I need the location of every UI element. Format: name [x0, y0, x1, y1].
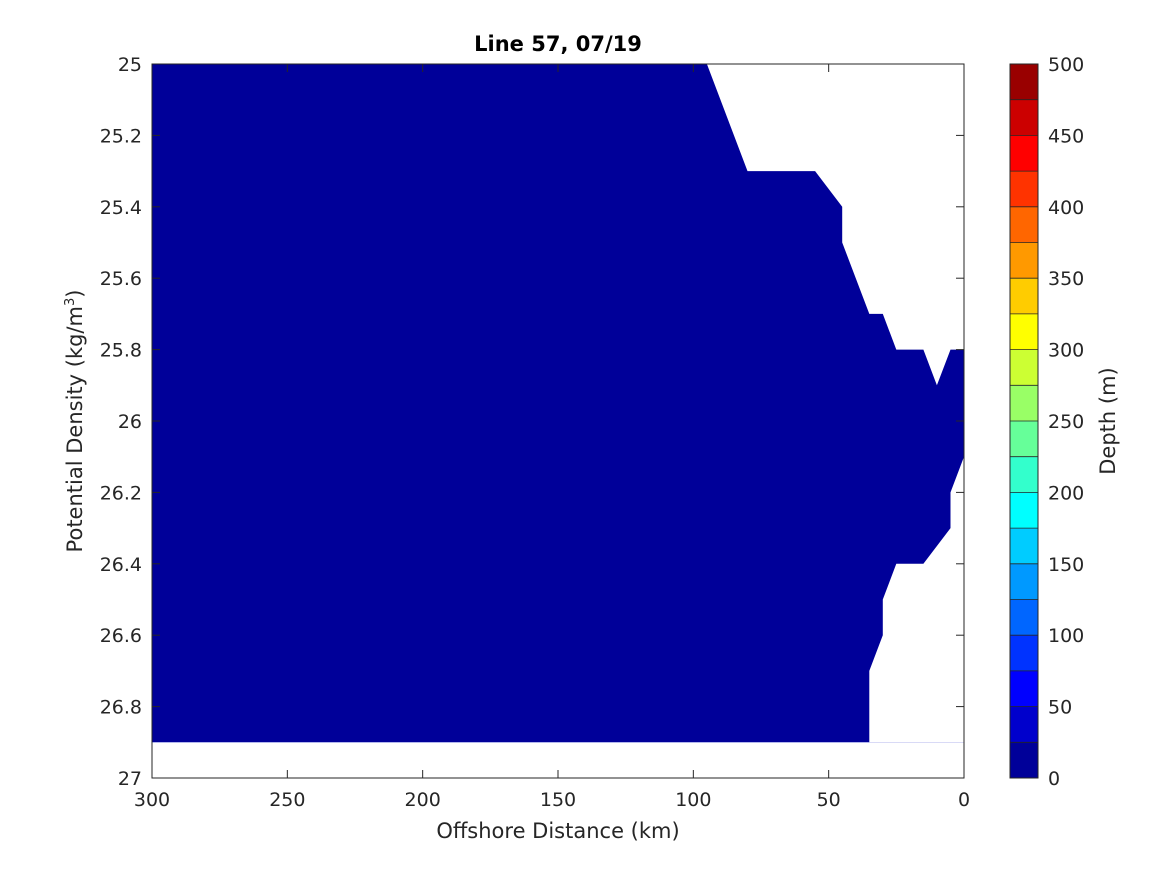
x-axis-ticks: 300 250 200 150 100 50 0 [134, 64, 970, 811]
colorbar-swatch-425 [1010, 135, 1038, 172]
colorbar-label: Depth (m) [1096, 367, 1120, 474]
colorbar-frame [1009, 63, 1039, 779]
colorbar-tick-label: 50 [1048, 697, 1072, 719]
blank-nearshore-shallow [706, 64, 964, 386]
colorbar-swatch-275 [1010, 349, 1038, 386]
y-tick-label: 26 [118, 411, 142, 433]
colorbar [1009, 63, 1039, 779]
y-tick-label: 25.8 [100, 340, 142, 362]
contour-band-0 [152, 64, 964, 743]
colorbar-tick-label: 350 [1048, 268, 1084, 290]
y-tick-label: 26.2 [100, 482, 142, 504]
colorbar-swatch-75 [1010, 635, 1038, 671]
colorbar-swatch-0 [1010, 742, 1038, 778]
colorbar-swatch-175 [1010, 492, 1038, 529]
x-tick-label: 100 [675, 789, 711, 811]
colorbar-tick-label: 0 [1048, 768, 1060, 790]
colorbar-swatch-100 [1010, 599, 1038, 636]
x-tick-label: 150 [540, 789, 576, 811]
y-axis-label: Potential Density (kg/m3) [63, 290, 87, 553]
colorbar-swatch-325 [1010, 278, 1038, 314]
y-tick-label: 27 [118, 768, 142, 790]
blank-nearshore-deep [869, 456, 964, 743]
chart-title: Line 57, 07/19 [474, 32, 642, 56]
colorbar-tick-label: 450 [1048, 125, 1084, 147]
colorbar-tick-label: 400 [1048, 197, 1084, 219]
colorbar-swatch-250 [1010, 385, 1038, 421]
colorbar-swatch-350 [1010, 242, 1038, 279]
colorbar-tick-label: 150 [1048, 554, 1084, 576]
colorbar-tick-label: 300 [1048, 340, 1084, 362]
colorbar-swatch-50 [1010, 670, 1038, 707]
x-tick-label: 250 [269, 789, 305, 811]
colorbar-swatch-25 [1010, 706, 1038, 743]
y-axis-ticks: 25 25.2 25.4 25.6 25.8 26 26.2 26.4 26.6 26.8 27 [100, 54, 964, 790]
y-tick-label: 25 [118, 54, 142, 76]
colorbar-ticks: 0 50 100 150 200 250 300 350 400 450 500 [1048, 54, 1084, 790]
x-tick-label: 200 [405, 789, 441, 811]
colorbar-tick-label: 200 [1048, 482, 1084, 504]
colorbar-swatch-450 [1010, 99, 1038, 136]
colorbar-swatch-475 [1010, 64, 1038, 100]
y-tick-label: 25.6 [100, 268, 142, 290]
colorbar-tick-label: 250 [1048, 411, 1084, 433]
colorbar-tick-label: 500 [1048, 54, 1084, 76]
x-tick-label: 0 [958, 789, 970, 811]
colorbar-swatch-200 [1010, 456, 1038, 493]
colorbar-swatch-150 [1010, 528, 1038, 564]
colorbar-swatch-225 [1010, 421, 1038, 457]
y-tick-label: 25.2 [100, 125, 142, 147]
x-tick-label: 300 [134, 789, 170, 811]
x-axis-label: Offshore Distance (km) [436, 819, 679, 843]
y-tick-label: 25.4 [100, 197, 142, 219]
colorbar-swatch-300 [1010, 313, 1038, 350]
y-tick-label: 26.8 [100, 697, 142, 719]
y-tick-label: 26.6 [100, 625, 142, 647]
y-tick-label: 26.4 [100, 554, 142, 576]
colorbar-swatch-125 [1010, 563, 1038, 600]
x-tick-label: 50 [817, 789, 841, 811]
colorbar-tick-label: 100 [1048, 625, 1084, 647]
colorbar-swatch-400 [1010, 171, 1038, 207]
colorbar-swatch-375 [1010, 206, 1038, 243]
contour-fill [152, 64, 964, 778]
